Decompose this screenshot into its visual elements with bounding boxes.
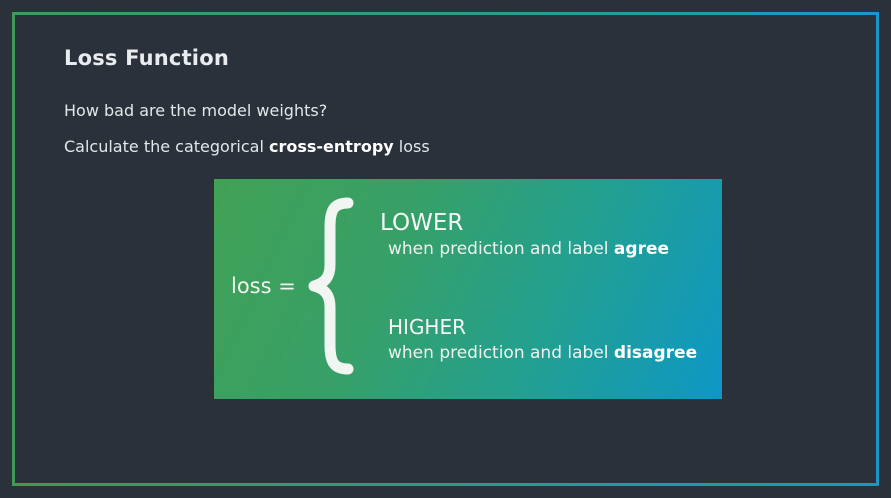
lower-desc-prefix: when prediction and label: [388, 239, 614, 259]
loss-definition-panel: loss = LOWER when prediction and label a…: [214, 179, 722, 399]
lower-title: LOWER: [380, 210, 464, 236]
lower-description: when prediction and label agree: [388, 239, 669, 259]
instruction-prefix: Calculate the categorical: [64, 137, 269, 156]
lower-desc-bold: agree: [613, 239, 670, 259]
higher-desc-bold: disagree: [613, 343, 698, 363]
question-text: How bad are the model weights?: [64, 101, 328, 120]
loss-label: loss =: [231, 274, 296, 298]
instruction-text: Calculate the categorical cross-entropy …: [64, 137, 430, 156]
higher-title: HIGHER: [388, 315, 467, 339]
slide-title: Loss Function: [64, 46, 229, 70]
instruction-bold: cross-entropy: [268, 137, 394, 156]
instruction-suffix: loss: [393, 137, 430, 156]
higher-desc-prefix: when prediction and label: [388, 343, 614, 363]
higher-description: when prediction and label disagree: [388, 343, 697, 363]
curly-brace-icon: [308, 197, 354, 375]
